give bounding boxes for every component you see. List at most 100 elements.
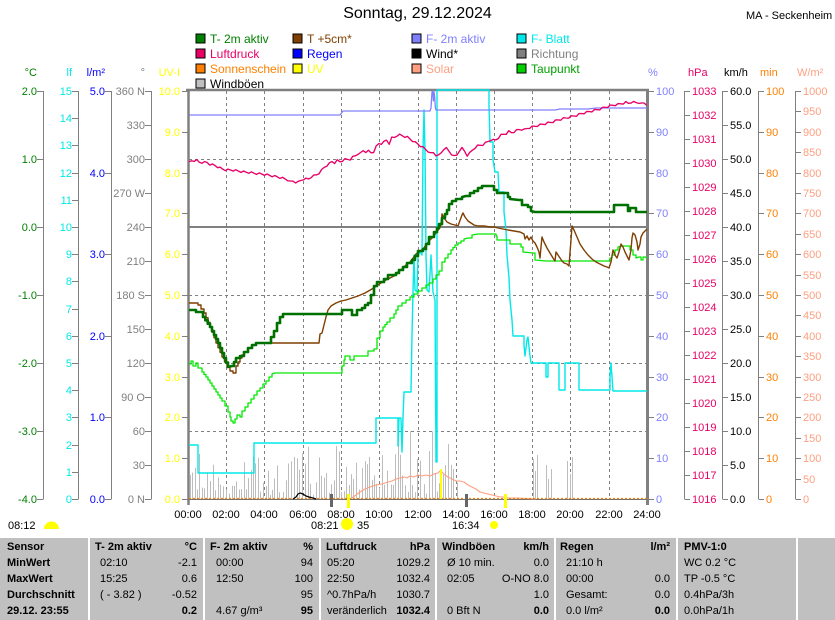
svg-text:1030: 1030	[692, 158, 716, 170]
svg-text:5.0: 5.0	[165, 290, 180, 302]
svg-text:2: 2	[66, 440, 72, 452]
svg-text:T +5cm*: T +5cm*	[307, 32, 352, 46]
svg-text:6: 6	[66, 331, 72, 343]
svg-text:350: 350	[803, 351, 821, 363]
svg-text:1020: 1020	[692, 398, 716, 410]
svg-text:24:00: 24:00	[633, 509, 661, 521]
svg-text:Sonnenschein: Sonnenschein	[210, 62, 286, 76]
svg-text:20: 20	[766, 412, 778, 424]
svg-text:80: 80	[766, 168, 778, 180]
svg-text:10: 10	[656, 453, 668, 465]
svg-text:4: 4	[66, 385, 72, 397]
svg-text:16:34: 16:34	[452, 520, 480, 532]
svg-text:1.0: 1.0	[165, 453, 180, 465]
svg-text:Luftdruck: Luftdruck	[210, 47, 260, 61]
svg-text:7.0: 7.0	[165, 208, 180, 220]
svg-text:8: 8	[66, 276, 72, 288]
svg-text:10:00: 10:00	[365, 509, 393, 521]
svg-text:1017: 1017	[692, 470, 716, 482]
svg-text:4.0: 4.0	[90, 168, 105, 180]
svg-text:60: 60	[656, 249, 668, 261]
svg-text:1.0: 1.0	[22, 154, 37, 166]
svg-text:18:00: 18:00	[518, 509, 546, 521]
svg-text:7: 7	[66, 304, 72, 316]
svg-text:750: 750	[803, 188, 821, 200]
svg-text:6.0: 6.0	[165, 249, 180, 261]
svg-text:UV: UV	[307, 62, 324, 76]
svg-text:08:00: 08:00	[327, 509, 355, 521]
svg-text:°C: °C	[25, 67, 37, 79]
svg-text:0.0: 0.0	[165, 494, 180, 506]
svg-text:1016: 1016	[692, 494, 716, 506]
svg-text:70: 70	[766, 208, 778, 220]
svg-text:210: 210	[127, 256, 145, 268]
svg-text:0: 0	[803, 494, 809, 506]
svg-text:14:00: 14:00	[442, 509, 470, 521]
svg-text:180 S: 180 S	[116, 290, 145, 302]
svg-text:2.0: 2.0	[90, 331, 105, 343]
svg-text:10: 10	[766, 453, 778, 465]
svg-text:10.0: 10.0	[730, 426, 751, 438]
svg-text:-3.0: -3.0	[18, 426, 37, 438]
svg-text:850: 850	[803, 147, 821, 159]
svg-text:1000: 1000	[803, 86, 827, 98]
svg-text:3.0: 3.0	[165, 372, 180, 384]
svg-text:45.0: 45.0	[730, 188, 751, 200]
svg-text:08:21: 08:21	[311, 520, 339, 532]
svg-text:9: 9	[66, 249, 72, 261]
svg-text:F- Blatt: F- Blatt	[531, 32, 570, 46]
svg-text:1033: 1033	[692, 86, 716, 98]
svg-text:450: 450	[803, 310, 821, 322]
svg-text:100: 100	[766, 86, 784, 98]
svg-text:2.0: 2.0	[165, 412, 180, 424]
svg-text:5: 5	[66, 358, 72, 370]
svg-text:0 N: 0 N	[128, 494, 145, 506]
svg-text:1018: 1018	[692, 446, 716, 458]
svg-text:40: 40	[656, 331, 668, 343]
svg-text:lf: lf	[67, 67, 73, 79]
svg-text:1021: 1021	[692, 374, 716, 386]
svg-text:0.0: 0.0	[730, 494, 745, 506]
svg-text:1024: 1024	[692, 302, 716, 314]
svg-text:02:00: 02:00	[212, 509, 240, 521]
svg-text:0.0: 0.0	[90, 494, 105, 506]
svg-text:30: 30	[656, 372, 668, 384]
svg-text:1: 1	[66, 467, 72, 479]
svg-text:22:00: 22:00	[595, 509, 623, 521]
svg-text:90 O: 90 O	[121, 392, 145, 404]
svg-text:35: 35	[357, 520, 369, 532]
svg-text:300: 300	[127, 154, 145, 166]
svg-text:04:00: 04:00	[250, 509, 278, 521]
svg-text:70: 70	[656, 208, 668, 220]
svg-text:50: 50	[766, 290, 778, 302]
svg-text:Richtung: Richtung	[531, 47, 578, 61]
svg-text:5.0: 5.0	[90, 86, 105, 98]
svg-text:900: 900	[803, 127, 821, 139]
svg-text:13: 13	[60, 140, 72, 152]
svg-text:90: 90	[656, 127, 668, 139]
svg-text:330: 330	[127, 120, 145, 132]
svg-text:50: 50	[803, 474, 815, 486]
svg-text:2.0: 2.0	[22, 86, 37, 98]
svg-text:08:12: 08:12	[8, 520, 36, 532]
svg-text:14: 14	[60, 113, 72, 125]
svg-text:30: 30	[766, 372, 778, 384]
svg-text:1025: 1025	[692, 278, 716, 290]
svg-text:360 N: 360 N	[116, 86, 145, 98]
svg-text:1022: 1022	[692, 350, 716, 362]
svg-text:1027: 1027	[692, 230, 716, 242]
svg-text:90: 90	[766, 127, 778, 139]
svg-text:0.0: 0.0	[22, 222, 37, 234]
svg-text:-4.0: -4.0	[18, 494, 37, 506]
svg-text:1023: 1023	[692, 326, 716, 338]
svg-text:150: 150	[127, 324, 145, 336]
svg-text:30: 30	[133, 460, 145, 472]
svg-text:40: 40	[766, 331, 778, 343]
svg-text:l/m²: l/m²	[87, 67, 106, 79]
svg-text:25.0: 25.0	[730, 324, 751, 336]
svg-text:1031: 1031	[692, 134, 716, 146]
svg-text:16:00: 16:00	[480, 509, 508, 521]
svg-text:-2.0: -2.0	[18, 358, 37, 370]
svg-text:°: °	[141, 67, 145, 79]
svg-text:1032: 1032	[692, 110, 716, 122]
